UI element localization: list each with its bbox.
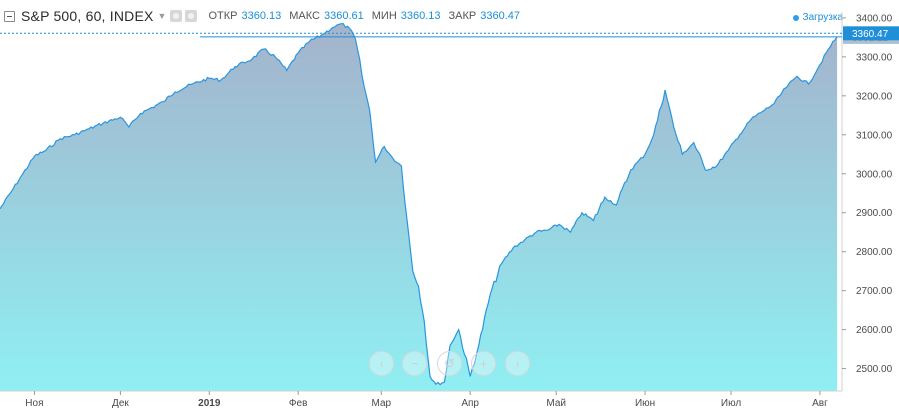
chart-header: S&P 500, 60, INDEX ▼ ОТКР 3360.13 МАКС 3… — [0, 0, 899, 32]
collapse-icon[interactable] — [4, 10, 15, 22]
x-tick-label: Май — [546, 398, 566, 408]
series-area — [0, 23, 838, 408]
y-tick-label: 3000.00 — [856, 169, 893, 180]
nav-button-reset[interactable]: ↺ — [437, 351, 462, 376]
x-tick-label: 2019 — [198, 398, 221, 408]
x-tick-label: Июл — [721, 398, 741, 408]
x-tick-label: Авг — [812, 398, 828, 408]
visibility-icon[interactable] — [170, 10, 183, 22]
high-label: МАКС — [289, 10, 320, 22]
y-tick-label: 2900.00 — [856, 208, 893, 219]
y-tick-label: 2500.00 — [856, 364, 893, 375]
y-tick-label: 3200.00 — [856, 91, 893, 102]
nav-button-left[interactable]: ‹ — [369, 351, 394, 376]
loading-dot-icon — [792, 14, 799, 21]
low-label: МИН — [371, 10, 397, 22]
symbol-title[interactable]: S&P 500, 60, INDEX — [21, 8, 154, 24]
nav-button-zoom-in[interactable]: + — [471, 351, 496, 376]
nav-button-zoom-out[interactable]: − — [402, 351, 427, 376]
x-tick-label: Апр — [461, 398, 479, 408]
y-tick-label: 3400.00 — [856, 13, 893, 24]
high-value: 3360.61 — [323, 10, 364, 22]
chevron-down-icon[interactable]: ▼ — [157, 11, 167, 21]
x-axis-band — [0, 391, 899, 408]
open-label: ОТКР — [208, 10, 238, 22]
settings-icon[interactable] — [185, 10, 198, 22]
x-tick-label: Июн — [635, 398, 655, 408]
loading-indicator: Загрузка — [792, 12, 843, 23]
last-value-tag-bg — [843, 26, 899, 41]
x-tick-label: Фев — [289, 398, 307, 408]
low-value: 3360.13 — [400, 10, 441, 22]
y-tick-label: 2800.00 — [856, 247, 893, 258]
y-tick-label: 2700.00 — [856, 286, 893, 297]
y-tick-label: 3100.00 — [856, 130, 893, 141]
y-tick-label: 3300.00 — [856, 52, 893, 63]
loading-label: Загрузка — [802, 12, 843, 23]
x-tick-label: Мар — [372, 398, 392, 408]
open-value: 3360.13 — [241, 10, 282, 22]
series-line — [0, 23, 838, 386]
nav-button-right[interactable]: › — [505, 351, 530, 376]
y-tick-label: 2600.00 — [856, 325, 893, 336]
close-label: ЗАКР — [448, 10, 477, 22]
last-value-tag: 3360.47 — [852, 29, 889, 40]
close-value: 3360.47 — [480, 10, 521, 22]
x-tick-label: Дек — [112, 398, 129, 408]
x-tick-label: Ноя — [25, 398, 43, 408]
